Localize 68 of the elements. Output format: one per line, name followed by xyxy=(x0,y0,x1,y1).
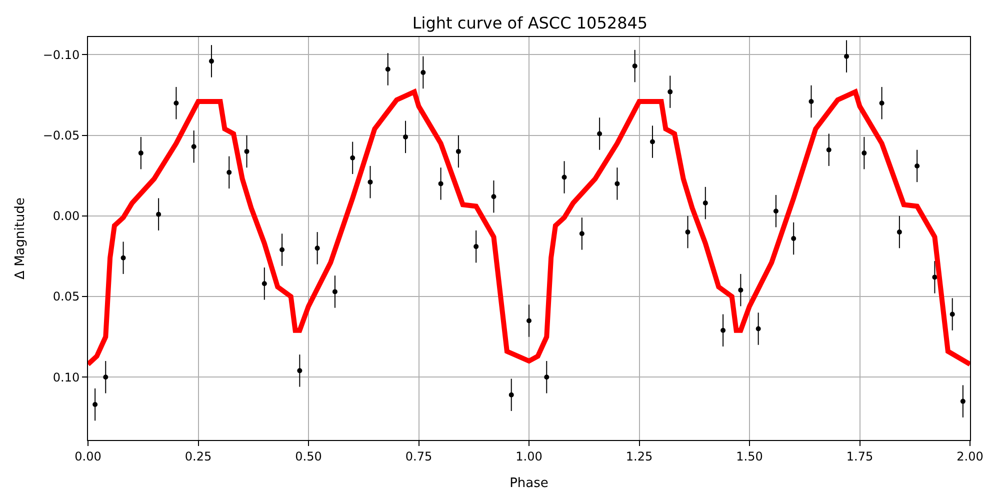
point xyxy=(403,134,408,140)
point xyxy=(103,374,108,380)
point xyxy=(474,244,479,250)
point xyxy=(297,368,302,374)
point xyxy=(420,70,426,75)
point xyxy=(526,318,532,324)
point xyxy=(914,163,920,168)
point xyxy=(879,100,884,106)
y-tick-label: 0.00 xyxy=(52,209,80,224)
x-tick-label: 1.50 xyxy=(736,449,763,464)
point xyxy=(668,89,673,94)
point xyxy=(544,374,550,380)
point xyxy=(350,155,356,160)
point xyxy=(791,236,796,241)
point xyxy=(702,200,708,206)
point xyxy=(738,288,744,293)
x-tick-label: 1.00 xyxy=(516,449,542,464)
point xyxy=(314,246,320,251)
point xyxy=(773,208,778,214)
point xyxy=(438,181,444,186)
point xyxy=(385,66,390,72)
point xyxy=(826,147,832,152)
point xyxy=(862,150,867,156)
y-tick-label: −0.10 xyxy=(42,48,80,62)
x-tick-label: 2.00 xyxy=(956,449,984,464)
point xyxy=(368,180,373,185)
point xyxy=(92,402,98,408)
point xyxy=(808,98,814,104)
point xyxy=(508,392,514,398)
point xyxy=(174,100,179,106)
point xyxy=(632,64,638,69)
y-axis-title: Δ Magnitude xyxy=(12,198,28,280)
point xyxy=(262,281,267,286)
point xyxy=(685,230,690,235)
point xyxy=(191,144,196,150)
x-tick-label: 0.50 xyxy=(295,449,322,464)
point xyxy=(756,326,761,332)
y-tick-label: 0.10 xyxy=(52,370,80,384)
x-tick-label: 0.25 xyxy=(184,449,212,464)
x-tick-label: 0.75 xyxy=(405,449,432,464)
point xyxy=(597,131,602,136)
point xyxy=(720,328,726,333)
point xyxy=(156,212,162,217)
point xyxy=(244,148,250,154)
point xyxy=(120,255,126,260)
point xyxy=(650,139,655,144)
point xyxy=(614,181,620,186)
point xyxy=(332,289,338,294)
y-tick-label: 0.05 xyxy=(52,290,80,304)
point xyxy=(456,148,461,154)
point xyxy=(960,398,966,404)
point xyxy=(280,247,285,252)
point xyxy=(932,274,938,280)
chart-title: Light curve of ASCC 1052845 xyxy=(412,14,648,33)
x-axis-title: Phase xyxy=(510,476,548,491)
point xyxy=(579,231,584,236)
x-tick-label: 1.75 xyxy=(846,449,874,464)
point xyxy=(491,194,496,200)
point xyxy=(896,230,902,235)
point xyxy=(844,54,850,59)
point xyxy=(226,170,232,175)
y-tick-label: −0.05 xyxy=(42,128,80,143)
point xyxy=(208,58,214,64)
x-tick-label: 1.25 xyxy=(626,449,653,464)
point xyxy=(950,312,955,317)
point xyxy=(138,150,144,156)
point xyxy=(562,174,567,180)
x-tick-label: 0.00 xyxy=(74,449,102,464)
